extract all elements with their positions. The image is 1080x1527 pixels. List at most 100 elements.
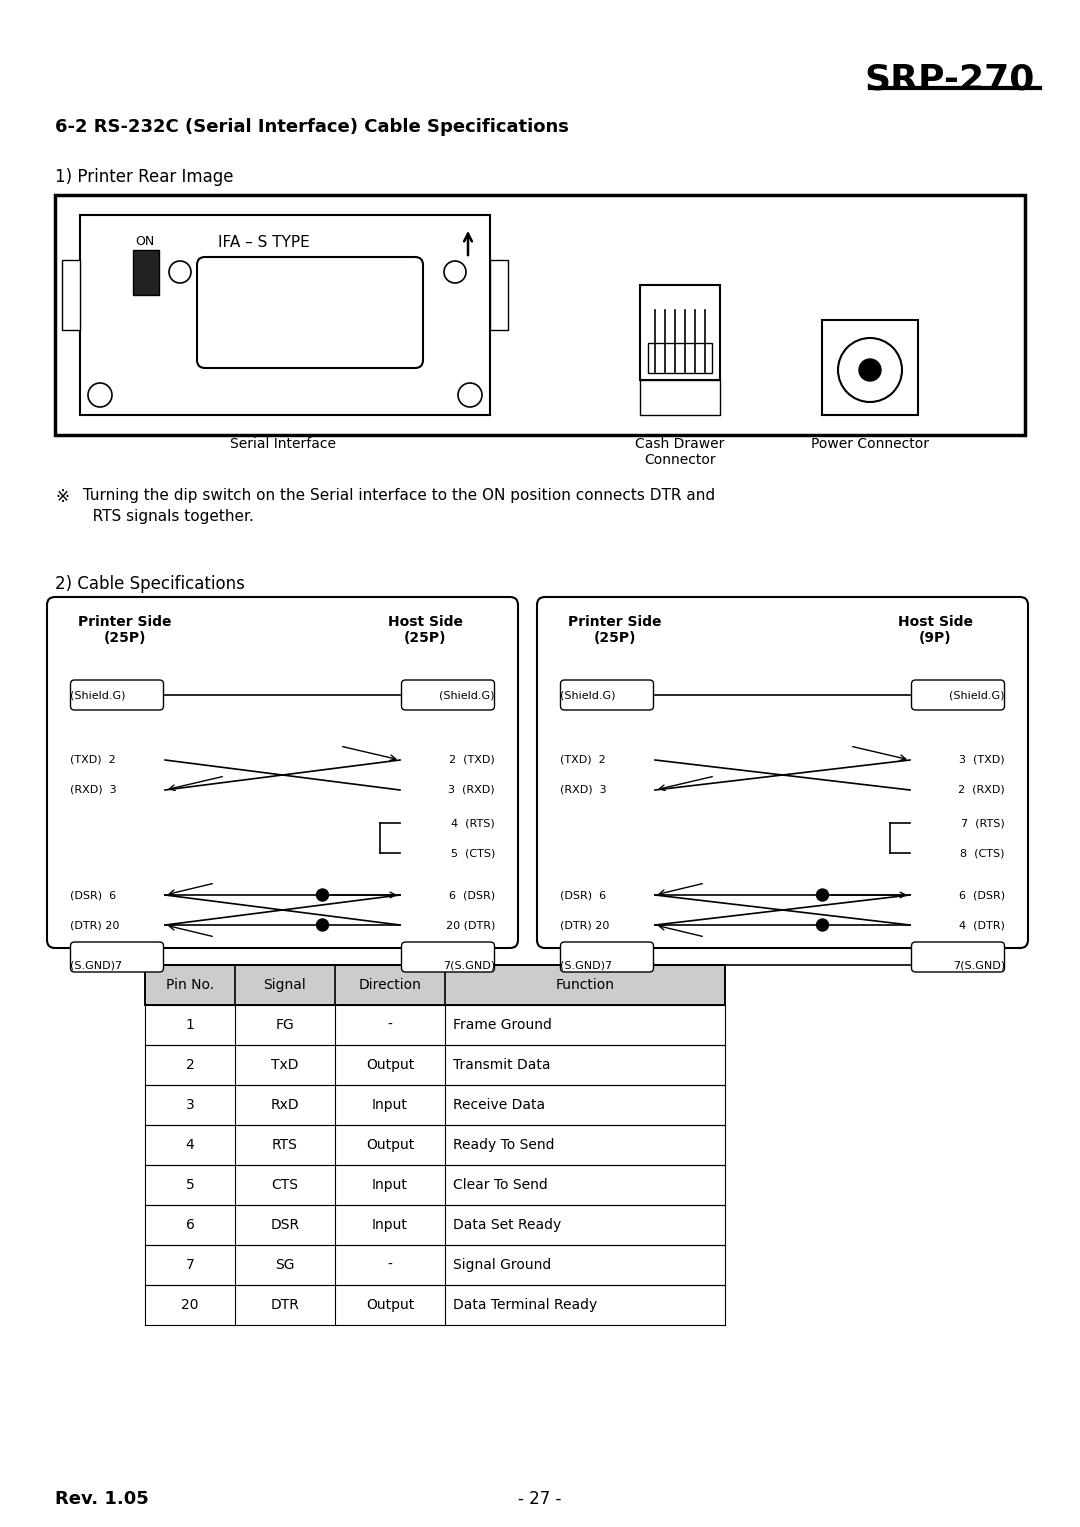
FancyBboxPatch shape (912, 942, 1004, 973)
Text: Host Side
(25P): Host Side (25P) (388, 615, 462, 646)
Text: ON: ON (135, 235, 154, 247)
Bar (822, 321, 918, 415)
Text: Serial Interface: Serial Interface (230, 437, 336, 450)
Text: Pin No.: Pin No. (166, 977, 214, 993)
Text: 1: 1 (186, 1019, 194, 1032)
Text: (Shield.G): (Shield.G) (561, 690, 616, 699)
FancyBboxPatch shape (48, 597, 518, 948)
Circle shape (444, 261, 465, 282)
Text: (RXD)  3: (RXD) 3 (70, 785, 117, 796)
Text: 6  (DSR): 6 (DSR) (959, 890, 1005, 899)
Text: 4  (RTS): 4 (RTS) (451, 818, 495, 828)
Text: (S.GND)7: (S.GND)7 (561, 960, 612, 970)
Bar (145, 1086, 725, 1125)
Text: 2  (TXD): 2 (TXD) (449, 754, 495, 765)
Circle shape (816, 919, 828, 931)
Text: 6: 6 (186, 1219, 194, 1232)
Text: 7(S.GND): 7(S.GND) (953, 960, 1005, 970)
Text: Host Side
(9P): Host Side (9P) (897, 615, 972, 646)
Circle shape (458, 383, 482, 408)
Text: Receive Data: Receive Data (453, 1098, 545, 1112)
Text: (Shield.G): (Shield.G) (949, 690, 1005, 699)
Text: (DTR) 20: (DTR) 20 (70, 919, 120, 930)
Bar (145, 1245, 725, 1286)
Text: RxD: RxD (271, 1098, 299, 1112)
Text: RTS: RTS (272, 1138, 298, 1151)
Text: 3  (TXD): 3 (TXD) (959, 754, 1005, 765)
Text: Input: Input (373, 1177, 408, 1193)
Text: 2) Cable Specifications: 2) Cable Specifications (55, 576, 245, 592)
Bar (145, 1286, 725, 1325)
Text: Cash Drawer
Connector: Cash Drawer Connector (635, 437, 725, 467)
Bar (648, 344, 712, 373)
Bar (490, 260, 508, 330)
FancyBboxPatch shape (70, 942, 163, 973)
Text: ※: ※ (55, 489, 69, 505)
Text: Output: Output (366, 1298, 414, 1312)
Text: Printer Side
(25P): Printer Side (25P) (78, 615, 172, 646)
Text: Data Terminal Ready: Data Terminal Ready (453, 1298, 597, 1312)
Text: (TXD)  2: (TXD) 2 (561, 754, 606, 765)
Text: Input: Input (373, 1219, 408, 1232)
Text: Frame Ground: Frame Ground (453, 1019, 552, 1032)
Bar (133, 250, 159, 295)
Circle shape (838, 337, 902, 402)
Text: (Shield.G): (Shield.G) (440, 690, 495, 699)
Bar (145, 1165, 725, 1205)
Text: TxD: TxD (271, 1058, 299, 1072)
Bar (145, 1044, 725, 1086)
Text: 7: 7 (186, 1258, 194, 1272)
Text: Printer Side
(25P): Printer Side (25P) (568, 615, 662, 646)
Text: Signal Ground: Signal Ground (453, 1258, 551, 1272)
Text: 4  (DTR): 4 (DTR) (959, 919, 1005, 930)
Text: Direction: Direction (359, 977, 421, 993)
Text: SRP-270: SRP-270 (865, 63, 1035, 96)
Bar (640, 286, 720, 380)
Text: (TXD)  2: (TXD) 2 (70, 754, 116, 765)
FancyBboxPatch shape (561, 680, 653, 710)
Text: -: - (388, 1258, 392, 1272)
Bar (145, 1205, 725, 1245)
Bar (640, 380, 720, 415)
Bar (145, 1005, 725, 1044)
Text: Function: Function (555, 977, 615, 993)
FancyBboxPatch shape (912, 680, 1004, 710)
FancyBboxPatch shape (197, 257, 423, 368)
Text: Ready To Send: Ready To Send (453, 1138, 554, 1151)
Text: (DTR) 20: (DTR) 20 (561, 919, 609, 930)
Bar (145, 965, 725, 1005)
Text: CTS: CTS (271, 1177, 298, 1193)
Text: IFA – S TYPE: IFA – S TYPE (218, 235, 310, 250)
Text: (RXD)  3: (RXD) 3 (561, 785, 607, 796)
Text: -: - (388, 1019, 392, 1032)
Circle shape (168, 261, 191, 282)
Text: DTR: DTR (271, 1298, 299, 1312)
Text: Signal: Signal (264, 977, 307, 993)
Text: 5  (CTS): 5 (CTS) (450, 847, 495, 858)
Text: 6-2 RS-232C (Serial Interface) Cable Specifications: 6-2 RS-232C (Serial Interface) Cable Spe… (55, 118, 569, 136)
Circle shape (316, 919, 328, 931)
Text: (DSR)  6: (DSR) 6 (70, 890, 117, 899)
Text: Power Connector: Power Connector (811, 437, 929, 450)
FancyBboxPatch shape (402, 942, 495, 973)
Bar (80, 215, 490, 415)
Circle shape (859, 359, 881, 382)
FancyBboxPatch shape (537, 597, 1028, 948)
Text: 1) Printer Rear Image: 1) Printer Rear Image (55, 168, 233, 186)
Text: 2: 2 (186, 1058, 194, 1072)
Text: 20 (DTR): 20 (DTR) (446, 919, 495, 930)
Text: 7  (RTS): 7 (RTS) (961, 818, 1005, 828)
Text: (S.GND)7: (S.GND)7 (70, 960, 122, 970)
Circle shape (316, 889, 328, 901)
Text: Turning the dip switch on the Serial interface to the ON position connects DTR a: Turning the dip switch on the Serial int… (78, 489, 715, 524)
Text: 8  (CTS): 8 (CTS) (960, 847, 1005, 858)
Bar (55, 195, 1025, 435)
FancyBboxPatch shape (402, 680, 495, 710)
FancyBboxPatch shape (70, 680, 163, 710)
Text: Output: Output (366, 1138, 414, 1151)
Text: Rev. 1.05: Rev. 1.05 (55, 1490, 149, 1509)
Bar (145, 1125, 725, 1165)
Text: 5: 5 (186, 1177, 194, 1193)
Text: 6  (DSR): 6 (DSR) (449, 890, 495, 899)
Text: 7(S.GND): 7(S.GND) (443, 960, 495, 970)
